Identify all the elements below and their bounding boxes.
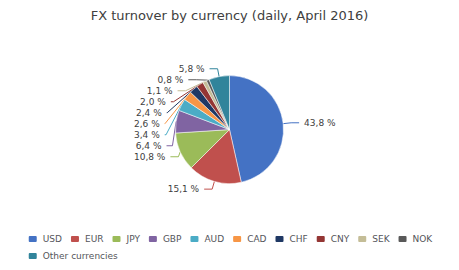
svg-text:3,4 %: 3,4 %: [134, 130, 160, 140]
svg-text:AUD: AUD: [204, 234, 224, 244]
svg-text:NOK: NOK: [413, 234, 434, 244]
svg-text:CNY: CNY: [331, 234, 350, 244]
svg-text:EUR: EUR: [85, 234, 104, 244]
svg-text:2,6 %: 2,6 %: [134, 119, 160, 129]
svg-text:0,8 %: 0,8 %: [158, 75, 184, 85]
svg-text:6,4 %: 6,4 %: [136, 141, 162, 151]
svg-text:1,1 %: 1,1 %: [147, 86, 173, 96]
svg-text:JPY: JPY: [125, 234, 140, 244]
svg-text:USD: USD: [43, 234, 62, 244]
svg-text:43,8 %: 43,8 %: [304, 118, 336, 128]
svg-text:CAD: CAD: [247, 234, 266, 244]
svg-text:5,8 %: 5,8 %: [179, 64, 205, 74]
svg-text:GBP: GBP: [163, 234, 182, 244]
svg-text:15,1 %: 15,1 %: [168, 184, 200, 194]
svg-text:SEK: SEK: [372, 234, 390, 244]
svg-text:2,4 %: 2,4 %: [136, 108, 162, 118]
svg-text:CHF: CHF: [289, 234, 307, 244]
svg-text:FX turnover by currency (daily: FX turnover by currency (daily, April 20…: [91, 8, 369, 23]
svg-text:10,8 %: 10,8 %: [134, 152, 166, 162]
svg-text:Other currencies: Other currencies: [43, 251, 118, 261]
svg-text:2,0 %: 2,0 %: [140, 97, 166, 107]
